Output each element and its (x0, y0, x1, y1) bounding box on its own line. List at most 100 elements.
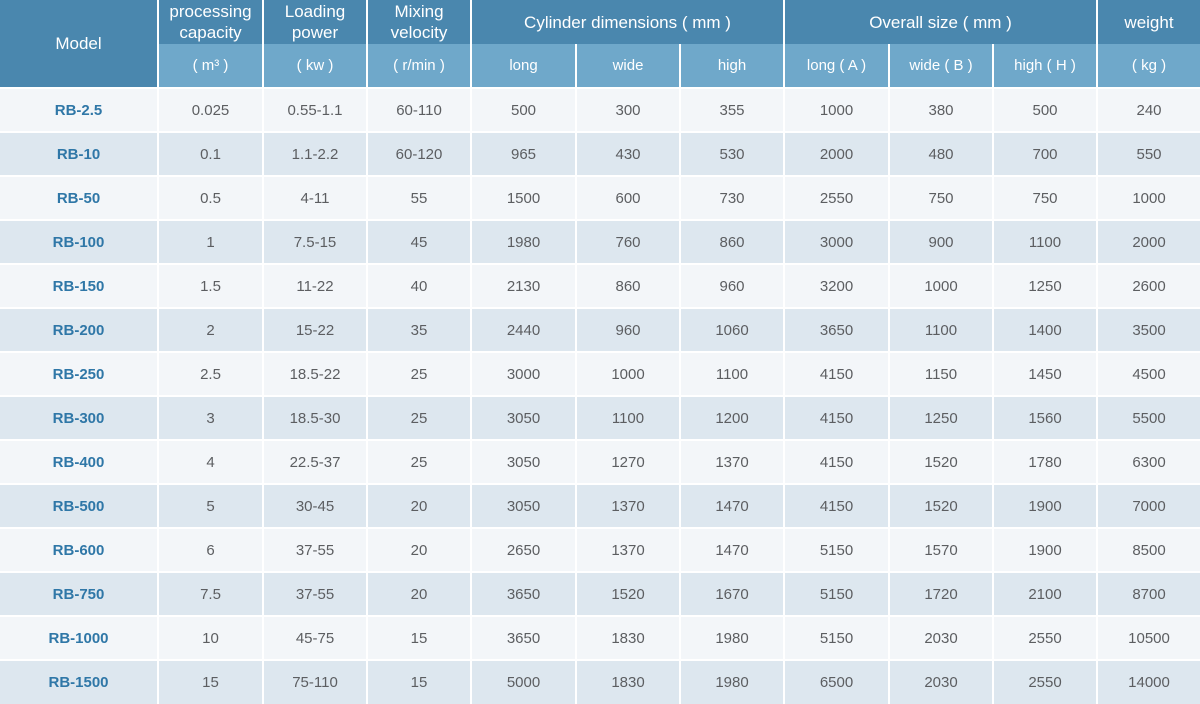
value-cell: 4 (158, 440, 264, 485)
value-cell: 1 (158, 220, 264, 265)
value-cell: 1900 (993, 528, 1098, 573)
model-cell: RB-200 (0, 308, 159, 353)
value-cell: 3650 (471, 616, 577, 661)
value-cell: 1520 (576, 572, 681, 617)
value-cell: 380 (889, 88, 994, 133)
value-cell: 700 (993, 132, 1098, 177)
value-cell: 240 (1097, 88, 1200, 133)
value-cell: 7.5 (158, 572, 264, 617)
value-cell: 1000 (784, 88, 890, 133)
value-cell: 1450 (993, 352, 1098, 397)
value-cell: 5150 (784, 528, 890, 573)
header-row-groups: Model processing capacity Loading power … (0, 0, 1200, 89)
value-cell: 1370 (576, 528, 681, 573)
value-cell: 8700 (1097, 572, 1200, 617)
value-cell: 15 (367, 616, 472, 661)
value-cell: 860 (576, 264, 681, 309)
value-cell: 15-22 (263, 308, 368, 353)
table-row: RB-100 1 7.5-15 45 1980 760 860 3000 900… (0, 220, 1200, 265)
table-row: RB-1000 10 45-75 15 3650 1830 1980 5150 … (0, 616, 1200, 661)
value-cell: 35 (367, 308, 472, 353)
value-cell: 3 (158, 396, 264, 441)
value-cell: 4150 (784, 440, 890, 485)
value-cell: 960 (576, 308, 681, 353)
value-cell: 3650 (784, 308, 890, 353)
value-cell: 2 (158, 308, 264, 353)
table-row: RB-250 2.5 18.5-22 25 3000 1000 1100 415… (0, 352, 1200, 397)
value-cell: 3050 (471, 396, 577, 441)
value-cell: 300 (576, 88, 681, 133)
value-cell: 25 (367, 440, 472, 485)
value-cell: 750 (889, 176, 994, 221)
header-mixing-velocity: Mixing velocity (367, 0, 472, 44)
value-cell: 60-120 (367, 132, 472, 177)
header-processing-capacity: processing capacity (158, 0, 264, 44)
value-cell: 550 (1097, 132, 1200, 177)
value-cell: 3500 (1097, 308, 1200, 353)
value-cell: 1670 (680, 572, 785, 617)
value-cell: 2100 (993, 572, 1098, 617)
model-cell: RB-750 (0, 572, 159, 617)
value-cell: 965 (471, 132, 577, 177)
value-cell: 1520 (889, 484, 994, 529)
value-cell: 6 (158, 528, 264, 573)
value-cell: 1000 (1097, 176, 1200, 221)
value-cell: 1270 (576, 440, 681, 485)
value-cell: 1100 (576, 396, 681, 441)
subheader-cylinder-high: high (680, 44, 785, 89)
value-cell: 2650 (471, 528, 577, 573)
value-cell: 2000 (1097, 220, 1200, 265)
value-cell: 500 (471, 88, 577, 133)
value-cell: 1250 (889, 396, 994, 441)
value-cell: 530 (680, 132, 785, 177)
model-cell: RB-150 (0, 264, 159, 309)
value-cell: 18.5-22 (263, 352, 368, 397)
value-cell: 1400 (993, 308, 1098, 353)
value-cell: 760 (576, 220, 681, 265)
value-cell: 2600 (1097, 264, 1200, 309)
value-cell: 900 (889, 220, 994, 265)
table-header: Model processing capacity Loading power … (0, 0, 1200, 89)
value-cell: 11-22 (263, 264, 368, 309)
value-cell: 1570 (889, 528, 994, 573)
value-cell: 480 (889, 132, 994, 177)
value-cell: 1.5 (158, 264, 264, 309)
value-cell: 25 (367, 352, 472, 397)
value-cell: 2000 (784, 132, 890, 177)
value-cell: 1560 (993, 396, 1098, 441)
value-cell: 1100 (680, 352, 785, 397)
header-cylinder-dimensions: Cylinder dimensions ( mm ) (471, 0, 785, 44)
value-cell: 1370 (680, 440, 785, 485)
value-cell: 7000 (1097, 484, 1200, 529)
value-cell: 15 (367, 660, 472, 704)
model-cell: RB-1500 (0, 660, 159, 704)
value-cell: 1370 (576, 484, 681, 529)
value-cell: 8500 (1097, 528, 1200, 573)
value-cell: 960 (680, 264, 785, 309)
value-cell: 45-75 (263, 616, 368, 661)
value-cell: 1100 (993, 220, 1098, 265)
table-body: RB-2.5 0.025 0.55-1.1 60-110 500 300 355… (0, 88, 1200, 704)
value-cell: 6300 (1097, 440, 1200, 485)
value-cell: 20 (367, 572, 472, 617)
subheader-cylinder-long: long (471, 44, 577, 89)
value-cell: 4150 (784, 484, 890, 529)
value-cell: 3650 (471, 572, 577, 617)
value-cell: 5500 (1097, 396, 1200, 441)
value-cell: 7.5-15 (263, 220, 368, 265)
value-cell: 0.1 (158, 132, 264, 177)
value-cell: 1980 (680, 660, 785, 704)
value-cell: 3050 (471, 440, 577, 485)
value-cell: 4-11 (263, 176, 368, 221)
value-cell: 600 (576, 176, 681, 221)
model-cell: RB-250 (0, 352, 159, 397)
header-row-units: ( m³ ) ( kw ) ( r/min ) long wide high l… (0, 44, 1200, 89)
value-cell: 2030 (889, 616, 994, 661)
value-cell: 5000 (471, 660, 577, 704)
value-cell: 0.025 (158, 88, 264, 133)
table-row: RB-500 5 30-45 20 3050 1370 1470 4150 15… (0, 484, 1200, 529)
value-cell: 1900 (993, 484, 1098, 529)
value-cell: 1720 (889, 572, 994, 617)
unit-power: ( kw ) (263, 44, 368, 89)
